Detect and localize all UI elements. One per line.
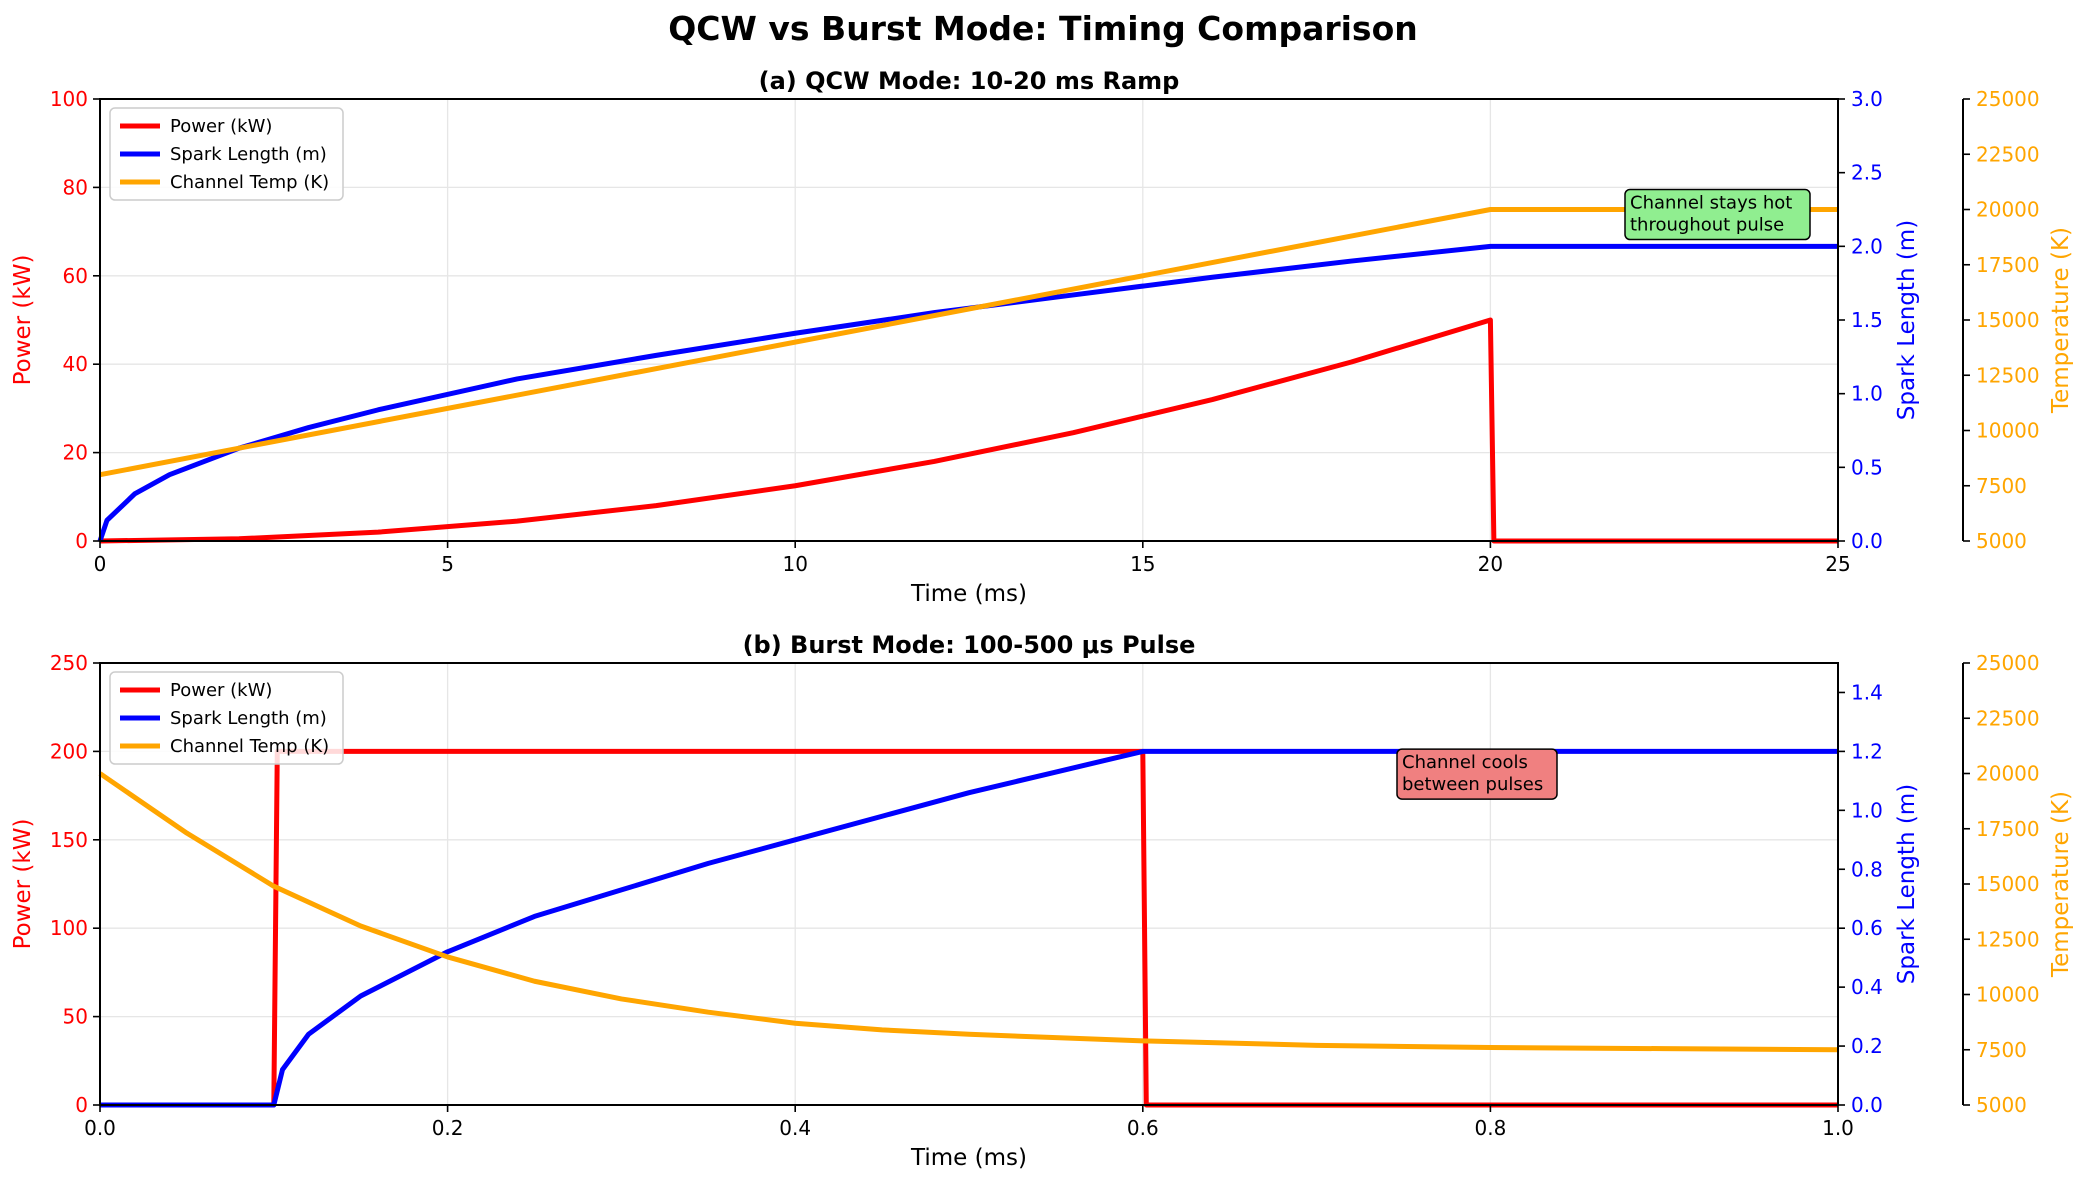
outer-y-axis-label: Temperature (K): [2048, 227, 2074, 414]
series-line-channel-temp: [98, 771, 1839, 1053]
outer-y-axis-label: Temperature (K): [2048, 791, 2074, 978]
figure-title: QCW vs Burst Mode: Timing Comparison: [668, 9, 1418, 48]
x-axis-label: Time (ms): [910, 1145, 1027, 1171]
left-y-tick-label: 0: [75, 1093, 88, 1117]
x-tick-label: 0: [94, 552, 107, 576]
left-y-tick-label: 60: [63, 264, 88, 288]
annotation-text: throughout pulse: [1630, 215, 1784, 236]
left-y-tick-label: 40: [63, 352, 88, 376]
legend-label-channel-temp: Channel Temp (K): [170, 172, 329, 193]
legend-label-spark-length: Spark Length (m): [170, 144, 327, 165]
right-y-tick-label: 0.4: [1851, 975, 1883, 999]
right-y-tick-label: 0.0: [1851, 1093, 1883, 1117]
series-line-spark-length: [97, 243, 1838, 542]
left-y-tick-label: 200: [50, 739, 88, 763]
legend-label-channel-temp: Channel Temp (K): [170, 736, 329, 757]
legend-label-spark-length: Spark Length (m): [170, 708, 327, 729]
outer-y-tick-label: 25000: [1976, 651, 2040, 675]
outer-y-tick-label: 15000: [1976, 872, 2040, 896]
series-line-spark-length: [100, 748, 1838, 1108]
x-tick-label: 0.0: [84, 1116, 116, 1140]
left-y-tick-label: 50: [63, 1005, 88, 1029]
left-y-axis-label: Power (kW): [10, 819, 36, 950]
x-tick-label: 25: [1825, 552, 1850, 576]
annotation-text: between pulses: [1402, 774, 1543, 795]
x-tick-label: 15: [1130, 552, 1155, 576]
outer-y-tick-label: 5000: [1976, 529, 2027, 553]
series-line-power: [99, 317, 1838, 544]
x-tick-label: 0.2: [432, 1116, 464, 1140]
left-y-tick-label: 0: [75, 529, 88, 553]
right-y-tick-label: 2.5: [1851, 161, 1883, 185]
outer-y-tick-label: 7500: [1976, 1038, 2027, 1062]
outer-y-tick-label: 7500: [1976, 474, 2027, 498]
x-tick-label: 0.4: [779, 1116, 811, 1140]
annotation-box: [1396, 748, 1558, 800]
left-y-tick-label: 100: [50, 87, 88, 111]
legend-label-power: Power (kW): [170, 116, 272, 137]
left-y-tick-label: 150: [50, 828, 88, 852]
outer-y-tick-label: 20000: [1976, 762, 2040, 786]
right-y-tick-label: 1.0: [1851, 798, 1883, 822]
legend-label-power: Power (kW): [170, 680, 272, 701]
right-y-axis-label: Spark Length (m): [1894, 220, 1920, 420]
right-y-tick-label: 2.0: [1851, 234, 1883, 258]
outer-y-tick-label: 15000: [1976, 308, 2040, 332]
right-y-tick-label: 0.5: [1851, 455, 1883, 479]
plot-frame: [99, 662, 1839, 1106]
x-tick-label: 0.6: [1127, 1116, 1159, 1140]
x-tick-label: 20: [1478, 552, 1503, 576]
right-y-tick-label: 1.5: [1851, 308, 1883, 332]
x-axis-label: Time (ms): [910, 581, 1027, 607]
left-y-tick-label: 250: [50, 651, 88, 675]
legend: Power (kW) Spark Length (m) Channel Temp (…: [109, 107, 344, 201]
right-y-tick-label: 1.2: [1851, 739, 1883, 763]
outer-y-tick-label: 12500: [1976, 927, 2040, 951]
annotation-text: Channel stays hot: [1630, 193, 1792, 214]
annotation-box: [1624, 188, 1811, 241]
right-y-tick-label: 3.0: [1851, 87, 1883, 111]
outer-y-tick-label: 20000: [1976, 198, 2040, 222]
left-y-tick-label: 100: [50, 916, 88, 940]
right-y-tick-label: 1.0: [1851, 382, 1883, 406]
legend-box: [109, 107, 344, 201]
right-y-axis-label: Spark Length (m): [1894, 784, 1920, 984]
outer-y-tick-label: 17500: [1976, 817, 2040, 841]
outer-y-tick-label: 10000: [1976, 983, 2040, 1007]
legend-box: [109, 671, 344, 765]
x-tick-label: 1.0: [1822, 1116, 1854, 1140]
panel-burst: 0.0 0.2 0.4 0.6 0.8 1.0 Time (ms) 0 50 100 150 200 2…: [10, 631, 2074, 1171]
outer-y-tick-label: 5000: [1976, 1093, 2027, 1117]
left-y-tick-label: 80: [63, 175, 88, 199]
x-tick-label: 5: [441, 552, 454, 576]
panel-title: (a) QCW Mode: 10-20 ms Ramp: [759, 67, 1180, 95]
outer-y-tick-label: 10000: [1976, 419, 2040, 443]
panel-qcw: 0 5 10 15 20 25 Time (ms) 0 20 40 60 80 100 Power (kW…: [10, 67, 2074, 607]
right-y-tick-label: 0.2: [1851, 1034, 1883, 1058]
x-tick-label: 0.8: [1474, 1116, 1506, 1140]
left-y-axis-label: Power (kW): [10, 255, 36, 386]
right-y-tick-label: 0.0: [1851, 529, 1883, 553]
panel-title: (b) Burst Mode: 100-500 μs Pulse: [743, 631, 1196, 659]
outer-y-tick-label: 22500: [1976, 142, 2040, 166]
outer-y-tick-label: 22500: [1976, 706, 2040, 730]
annotation-text: Channel cools: [1402, 752, 1528, 773]
left-y-tick-label: 20: [63, 441, 88, 465]
outer-y-tick-label: 17500: [1976, 253, 2040, 277]
right-y-tick-label: 0.6: [1851, 916, 1883, 940]
right-y-tick-label: 1.4: [1851, 680, 1883, 704]
outer-y-tick-label: 12500: [1976, 363, 2040, 387]
legend: Power (kW) Spark Length (m) Channel Temp (…: [109, 671, 344, 765]
x-tick-label: 10: [782, 552, 807, 576]
right-y-tick-label: 0.8: [1851, 857, 1883, 881]
outer-y-tick-label: 25000: [1976, 87, 2040, 111]
